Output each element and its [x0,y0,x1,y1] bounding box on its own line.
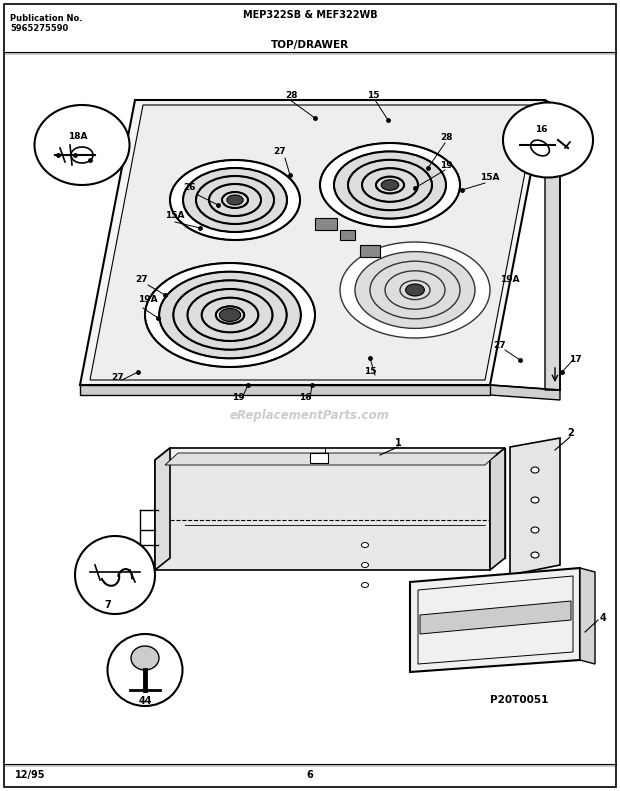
Ellipse shape [362,168,418,202]
Ellipse shape [222,192,248,208]
Polygon shape [80,100,545,385]
Text: 26: 26 [184,184,197,192]
Text: 16: 16 [299,393,311,403]
Text: 6: 6 [307,770,313,780]
Text: P20T0051: P20T0051 [490,695,548,705]
Text: 15: 15 [364,368,376,377]
Bar [310,453,328,463]
Text: 27: 27 [494,340,507,350]
Ellipse shape [183,168,287,232]
Ellipse shape [400,280,430,300]
Ellipse shape [334,151,446,218]
Ellipse shape [348,160,432,210]
Ellipse shape [219,308,241,321]
Ellipse shape [531,467,539,473]
Ellipse shape [145,263,315,367]
Text: eReplacementParts.com: eReplacementParts.com [230,408,390,422]
Ellipse shape [107,634,182,706]
Text: 2: 2 [567,428,574,438]
Text: 7: 7 [105,600,112,610]
Ellipse shape [187,289,273,341]
Ellipse shape [216,306,244,324]
Ellipse shape [159,271,301,358]
Ellipse shape [531,497,539,503]
Text: Publication No.: Publication No. [10,14,82,23]
Ellipse shape [381,180,399,191]
Text: 44: 44 [138,696,152,706]
Text: TOP/DRAWER: TOP/DRAWER [271,40,349,50]
Text: 12/95: 12/95 [15,770,45,780]
Text: 17: 17 [569,355,582,365]
Bar [340,230,355,240]
Polygon shape [545,100,560,390]
Text: 28: 28 [440,134,453,142]
Polygon shape [155,460,490,570]
Ellipse shape [202,297,259,332]
Text: 27: 27 [112,373,125,383]
Text: 27: 27 [273,147,286,157]
Ellipse shape [361,543,368,547]
Ellipse shape [355,252,475,328]
Ellipse shape [131,646,159,670]
Polygon shape [420,601,571,634]
Ellipse shape [340,242,490,338]
Ellipse shape [209,184,261,216]
Polygon shape [165,453,498,465]
Ellipse shape [75,536,155,614]
Bar [360,245,380,257]
Ellipse shape [531,527,539,533]
Polygon shape [155,448,170,570]
Ellipse shape [35,105,130,185]
Ellipse shape [531,552,539,558]
Text: 15A: 15A [480,173,500,183]
Ellipse shape [174,280,286,350]
Ellipse shape [361,562,368,567]
Text: 18A: 18A [68,132,87,141]
Text: 19: 19 [232,393,244,403]
Polygon shape [155,448,505,460]
Ellipse shape [376,176,404,194]
Text: 15: 15 [367,92,379,100]
Text: 5965275590: 5965275590 [10,24,68,33]
Polygon shape [490,385,560,400]
Ellipse shape [361,582,368,588]
Ellipse shape [227,195,243,205]
Polygon shape [90,105,538,380]
Polygon shape [490,448,505,570]
Ellipse shape [196,176,274,224]
Text: 16: 16 [535,125,547,134]
Bar [315,218,337,230]
Polygon shape [80,385,490,395]
Polygon shape [410,568,580,672]
Text: 15A: 15A [165,210,185,219]
Text: 28: 28 [285,92,298,100]
Text: 4: 4 [600,613,607,623]
Text: 1: 1 [395,438,402,448]
Ellipse shape [503,103,593,177]
Text: 19A: 19A [138,296,157,305]
Ellipse shape [320,143,460,227]
Polygon shape [580,568,595,664]
Text: MEP322SB & MEF322WB: MEP322SB & MEF322WB [242,10,378,20]
Ellipse shape [370,261,460,319]
Ellipse shape [170,160,300,240]
Ellipse shape [405,284,424,296]
Polygon shape [510,438,560,575]
Text: 19A: 19A [500,275,520,285]
Text: 27: 27 [136,275,148,285]
Ellipse shape [385,271,445,309]
Polygon shape [170,448,505,558]
Text: 19: 19 [440,161,453,169]
